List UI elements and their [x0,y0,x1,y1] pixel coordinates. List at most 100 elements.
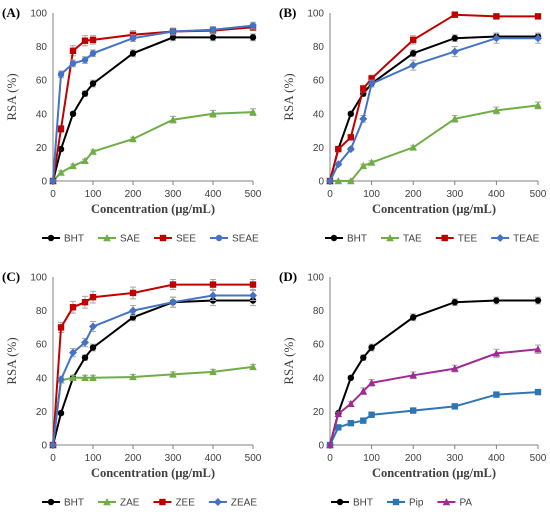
legend-swatch-marker [441,234,448,242]
data-point [169,28,177,35]
x-tick-label: 400 [488,189,505,200]
data-point [360,354,367,361]
legend: BHT ZAE ZEE ZEAE [42,498,257,509]
legend-label: BHT [64,234,84,245]
data-point [249,291,257,300]
data-point [359,387,368,395]
data-point [57,71,65,78]
y-tick-label: 40 [313,109,325,120]
data-point [129,50,137,57]
data-point [335,145,342,153]
data-point [410,407,417,414]
data-point [409,61,418,70]
chart-panel-2: (B) 0 20 40 60 80 100 0 100 200 300 400 500 Concentra… [279,5,547,245]
data-point [534,297,542,304]
legend-swatch-marker [392,498,400,506]
data-point [249,281,257,288]
data-point [57,125,65,133]
data-point [493,297,500,304]
data-point [347,134,354,141]
data-point [368,75,375,82]
data-point [347,419,354,427]
y-tick-label: 20 [36,143,48,154]
legend-label: SAE [120,234,140,245]
data-point [451,403,458,410]
chart-panel-3: (C) 0 20 40 60 80 100 0 100 200 300 400 500 Concentra… [2,269,262,509]
series-line [52,26,254,182]
legend: BHT TAE TEE TEAE [325,234,540,245]
series-line [52,299,253,446]
y-tick-label: 0 [318,441,324,452]
legend-swatch-marker [213,498,222,506]
data-point [492,34,501,43]
x-tick-label: 500 [530,189,547,200]
data-point [81,90,89,97]
legend-label: SEE [176,234,196,245]
panel-label: (C) [2,269,20,284]
y-tick-label: 40 [36,373,48,384]
x-tick-label: 200 [125,453,142,464]
data-point [89,373,97,381]
y-tick-label: 80 [36,306,48,317]
x-tick-label: 400 [488,453,505,464]
y-tick-label: 0 [318,177,324,188]
data-point [534,101,542,109]
x-tick-label: 200 [405,189,422,200]
data-point [367,158,376,166]
legend-swatch-marker [103,234,111,242]
x-tick-label: 0 [50,189,56,200]
data-point [89,147,97,155]
data-point [450,47,459,56]
legend-label: ZEAE [231,498,257,509]
data-point [347,110,354,118]
data-point [57,375,65,384]
series-bht [49,294,257,449]
data-point [81,373,89,381]
legend-label: ZAE [120,498,140,509]
y-tick-label: 100 [307,9,324,20]
data-point [359,114,368,123]
x-tick-label: 500 [245,453,262,464]
y-tick-label: 100 [307,273,324,284]
data-point [534,34,542,43]
data-point [81,37,89,44]
x-tick-label: 200 [405,453,422,464]
data-point [249,362,257,371]
panel-label: (B) [279,5,296,20]
data-point [209,109,217,117]
y-tick-label: 20 [313,407,325,418]
legend-swatch-marker [159,498,166,506]
data-point [334,160,343,169]
data-point [335,424,342,431]
legend-label: ZEE [175,498,195,509]
legend-label: Pip [409,498,424,509]
data-point [81,156,89,165]
data-point [249,108,257,116]
x-tick-label: 300 [446,189,463,200]
x-tick-label: 500 [245,189,262,200]
legend-swatch-marker [47,234,55,242]
series-line [52,283,253,446]
legend-swatch-marker [215,234,223,242]
x-tick-label: 300 [165,189,182,200]
y-tick-label: 60 [36,340,48,351]
x-tick-label: 400 [205,453,222,464]
series-teae [326,32,542,185]
data-point [326,441,334,449]
data-point [347,177,355,185]
data-point [409,143,417,151]
legend-label: SEAE [232,234,259,245]
data-point [451,114,459,123]
data-point [451,299,458,306]
legend-label: BHT [64,498,84,509]
y-tick-label: 40 [36,109,48,120]
data-point [129,35,137,42]
series-zeae [49,289,257,449]
data-point [209,291,217,300]
y-axis-label: RSA (%) [281,73,296,120]
x-tick-label: 0 [50,453,56,464]
data-point [493,13,500,20]
series-see [49,23,257,185]
y-axis-label: RSA (%) [281,337,296,384]
